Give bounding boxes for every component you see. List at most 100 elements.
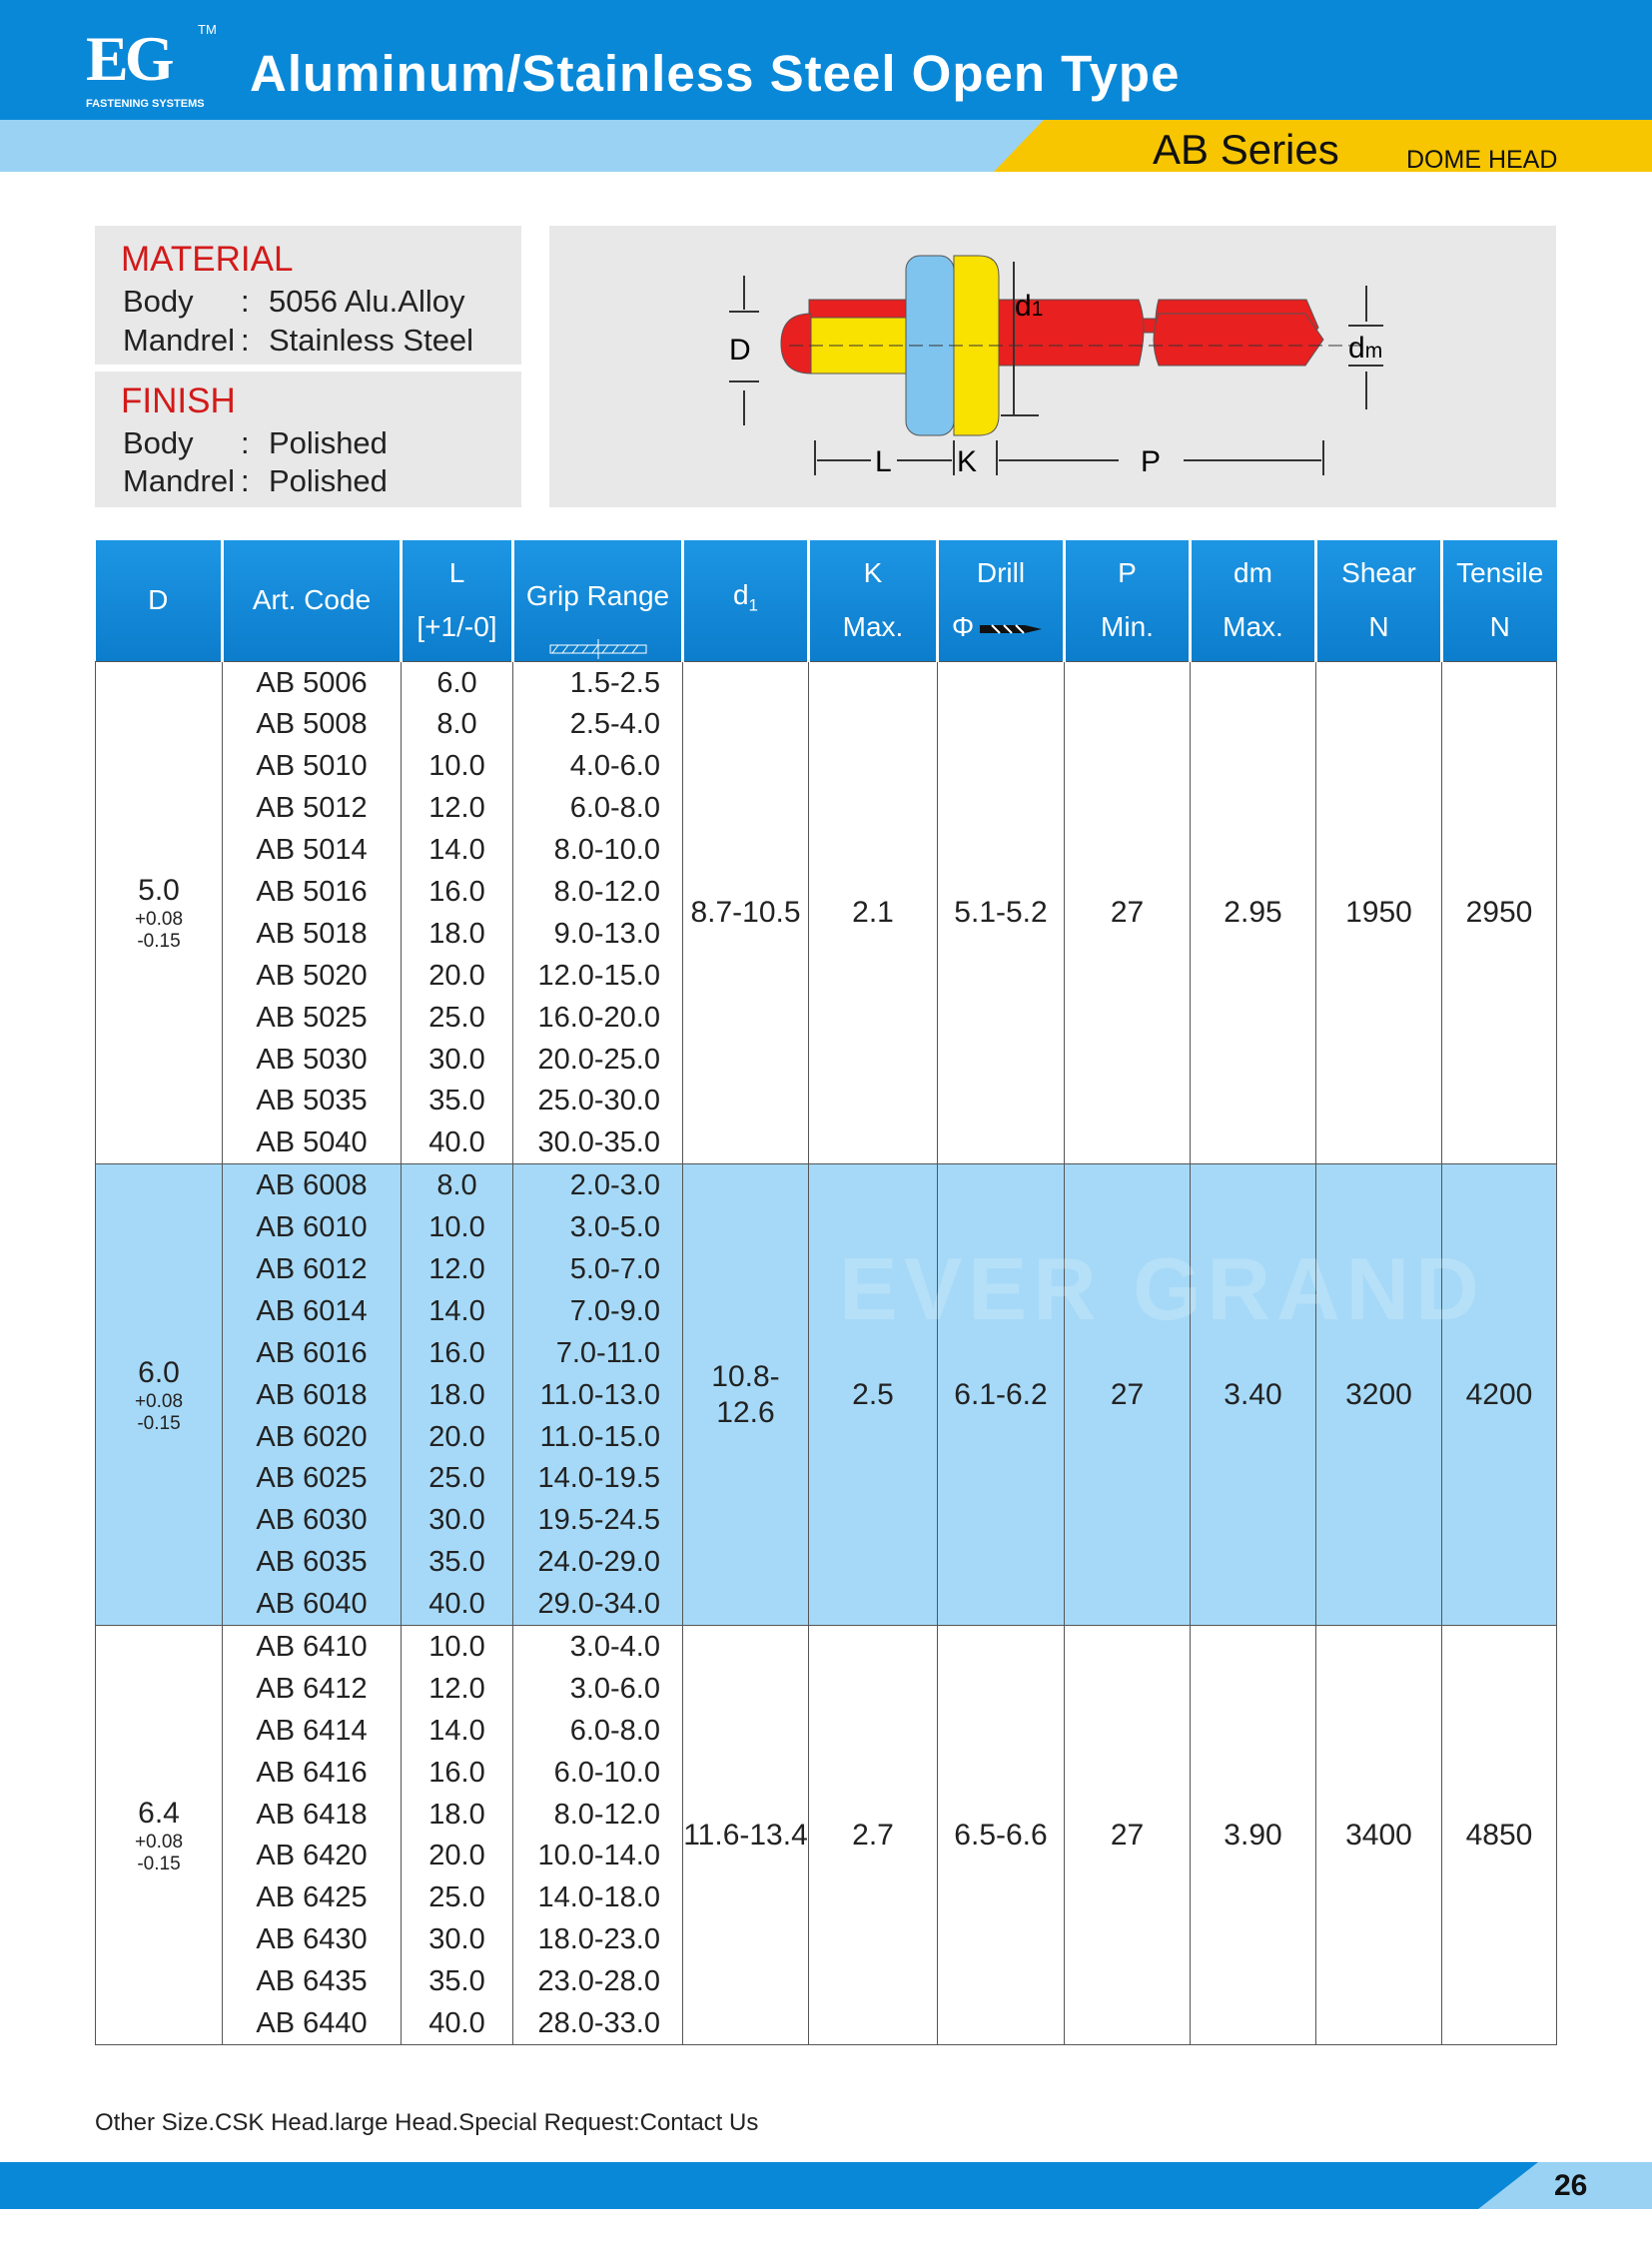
length: 18.0 [401,1793,513,1836]
cell-p: 27 [1064,1163,1191,1626]
grip-range: 14.0-18.0 [512,1876,683,1919]
art-code: AB 6010 [222,1206,402,1249]
length: 8.0 [401,1163,513,1207]
cell-D: 5.0 +0.08 -0.15 [96,661,223,1164]
art-code: AB 5006 [222,661,402,704]
length: 35.0 [401,1080,513,1122]
length: 10.0 [401,745,513,788]
grip-range: 3.0-5.0 [512,1206,683,1249]
cell-drill: 6.1-6.2 [937,1163,1065,1626]
finish-row: Mandrel: Polished [123,463,388,499]
cell-tensile: 4200 [1441,1163,1557,1626]
cell-tensile: 2950 [1441,661,1557,1164]
cell-k: 2.7 [808,1625,938,2045]
header-line: d1 [684,540,807,661]
column-header: P Min. [1063,540,1191,662]
grip-range: 3.0-4.0 [512,1625,683,1668]
length: 10.0 [401,1625,513,1668]
art-code: AB 6012 [222,1248,402,1290]
art-code: AB 6418 [222,1793,402,1836]
art-code: AB 6440 [222,2002,402,2045]
label-text: d [1015,290,1032,323]
length: 30.0 [401,1038,513,1081]
label-sub: 1 [1032,298,1044,321]
art-code: AB 5008 [222,703,402,746]
grip-range: 3.0-6.0 [512,1667,683,1710]
length: 40.0 [401,2002,513,2045]
header-line: D [148,584,169,616]
material-panel: MATERIAL Body:5056 Alu.Alloy Mandrel: Sta… [95,226,521,365]
length: 14.0 [401,1709,513,1752]
sep: : [241,463,250,498]
length: 16.0 [401,871,513,913]
length: 25.0 [401,996,513,1039]
art-code: AB 5035 [222,1080,402,1122]
header-line: K [863,557,883,589]
grip-range: 1.5-2.5 [512,661,683,704]
drill-icon [980,624,1043,635]
grip-range: 8.0-12.0 [512,1793,683,1836]
art-code: AB 6425 [222,1876,402,1919]
length: 12.0 [401,1667,513,1710]
logo-tagline: FASTENING SYSTEMS [86,98,205,110]
art-code: AB 5014 [222,829,402,872]
grip-range: 28.0-33.0 [512,2002,683,2045]
header-line: Grip Range [514,541,681,660]
header-line: Shear [1341,557,1416,589]
art-code: AB 5025 [222,996,402,1039]
label-sub: m [1365,340,1383,363]
art-code: AB 5040 [222,1121,402,1164]
grip-range: 6.0-8.0 [512,1709,683,1752]
grip-range: 2.5-4.0 [512,703,683,746]
grip-range: 30.0-35.0 [512,1121,683,1164]
cell-p: 27 [1064,1625,1191,2045]
header-line: dm [1234,557,1272,589]
tolerance-minus: -0.15 [137,1412,181,1434]
table-row: 5.0 +0.08 -0.15 AB 5006 6.0 1.5-2.5 8.7-10.5 2.… [95,661,1557,1164]
art-code: AB 6014 [222,1289,402,1332]
art-code: AB 5016 [222,871,402,913]
cell-dm: 3.40 [1190,1163,1316,1626]
grip-range: 10.0-14.0 [512,1835,683,1877]
art-code: AB 6018 [222,1373,402,1416]
cell-dm: 3.90 [1190,1625,1316,2045]
trademark: TM [198,22,217,37]
header-line: [+1/-0] [416,611,497,643]
grip-range: 20.0-25.0 [512,1038,683,1081]
value: Polished [269,425,388,460]
footer-bar [0,2162,1652,2209]
header-line: P [1118,557,1137,589]
art-code: AB 6008 [222,1163,402,1207]
cell-d1: 11.6-13.4 [682,1625,809,2045]
length: 16.0 [401,1751,513,1794]
length: 25.0 [401,1876,513,1919]
header-line: L [448,557,465,589]
finish-panel: FINISH Body: Polished Mandrel: Polished [95,372,521,507]
logo: EG [86,23,174,94]
grip-range: 29.0-34.0 [512,1583,683,1626]
header-line: Max. [1223,611,1283,643]
title: Aluminum/Stainless Steel Open Type [250,45,1181,102]
cell-dm: 2.95 [1190,661,1316,1164]
table-body: 5.0 +0.08 -0.15 AB 5006 6.0 1.5-2.5 8.7-10.5 2.… [95,661,1557,2045]
length: 12.0 [401,1248,513,1290]
art-code: AB 6035 [222,1541,402,1584]
tolerance-minus: -0.15 [137,1853,181,1874]
tolerance-plus: +0.08 [134,908,184,930]
length: 40.0 [401,1583,513,1626]
length: 14.0 [401,829,513,872]
diameter: 6.0 [138,1355,180,1389]
header-line: Drill [976,557,1026,589]
column-header: Shear N [1314,540,1442,662]
art-code: AB 6430 [222,1918,402,1961]
header-text: d [732,579,749,610]
length: 12.0 [401,787,513,830]
art-code: AB 6435 [222,1960,402,2003]
grip-range: 9.0-13.0 [512,912,683,955]
column-header: D [95,540,223,662]
header-line: N [1368,611,1389,643]
sep: : [241,323,250,358]
length: 8.0 [401,703,513,746]
art-code: AB 6030 [222,1499,402,1542]
